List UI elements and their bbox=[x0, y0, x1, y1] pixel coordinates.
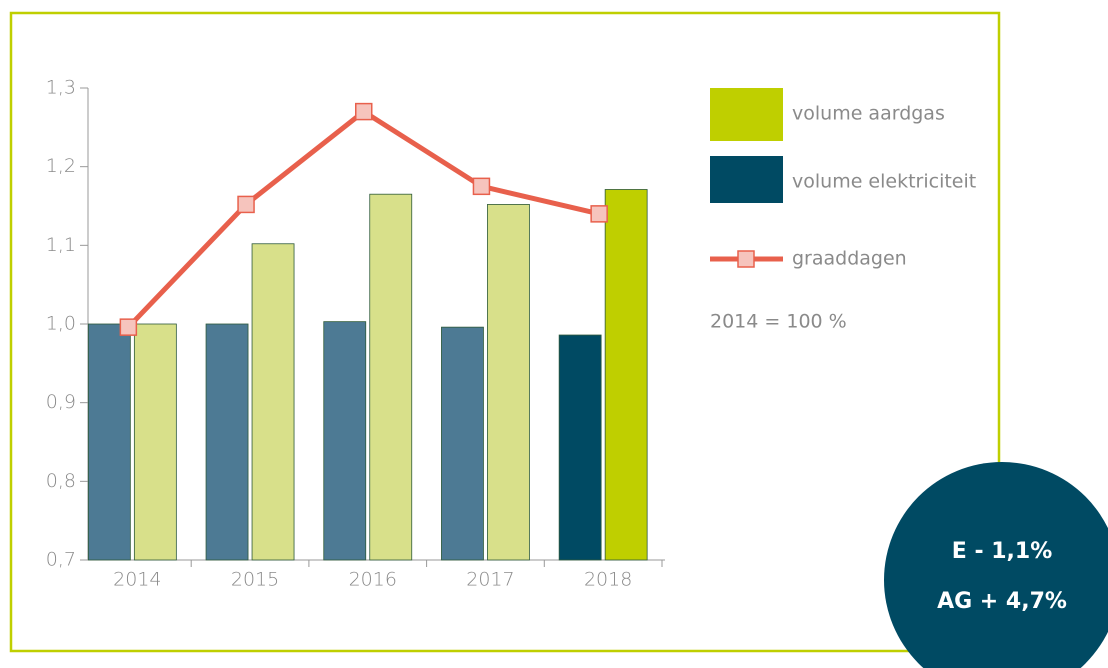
x-tick-label: 2016 bbox=[349, 569, 397, 591]
bar bbox=[87, 323, 131, 561]
bar bbox=[441, 326, 484, 561]
badge-text: E - 1,1% bbox=[952, 539, 1053, 564]
x-tick-label: 2018 bbox=[584, 569, 632, 591]
badge-text: AG + 4,7% bbox=[937, 589, 1067, 614]
line-marker bbox=[472, 177, 491, 196]
bar bbox=[251, 243, 295, 561]
y-tick-label: 0,9 bbox=[46, 391, 76, 413]
legend-marker bbox=[737, 250, 755, 268]
line-marker bbox=[590, 205, 608, 223]
note: 2014 = 100 % bbox=[710, 311, 847, 333]
legend-label: volume elektriciteit bbox=[792, 171, 976, 193]
bar bbox=[604, 189, 648, 561]
legend-label: volume aardgas bbox=[792, 103, 945, 125]
frame bbox=[9, 11, 1001, 653]
bar bbox=[133, 323, 177, 561]
line-marker bbox=[119, 318, 138, 336]
y-tick-label: 1,2 bbox=[46, 155, 76, 177]
x-tick-label: 2014 bbox=[113, 569, 161, 591]
line-marker bbox=[237, 195, 255, 214]
y-tick-label: 0,7 bbox=[46, 549, 76, 571]
bar bbox=[323, 321, 367, 561]
line-marker bbox=[355, 102, 373, 121]
x-tick-label: 2015 bbox=[231, 569, 279, 591]
legend-label: graaddagen bbox=[792, 248, 907, 270]
y-tick-label: 1,1 bbox=[46, 234, 76, 256]
y-tick-label: 1,0 bbox=[46, 313, 76, 335]
legend-swatch bbox=[710, 88, 783, 141]
legend-swatch bbox=[710, 156, 783, 203]
x-tick-label: 2017 bbox=[466, 569, 514, 591]
y-tick-label: 1,3 bbox=[46, 77, 76, 99]
bar bbox=[558, 334, 602, 561]
bar bbox=[205, 323, 249, 561]
y-tick-label: 0,8 bbox=[46, 470, 76, 492]
bar bbox=[487, 204, 530, 561]
bar bbox=[369, 193, 413, 561]
badge bbox=[884, 462, 1108, 668]
